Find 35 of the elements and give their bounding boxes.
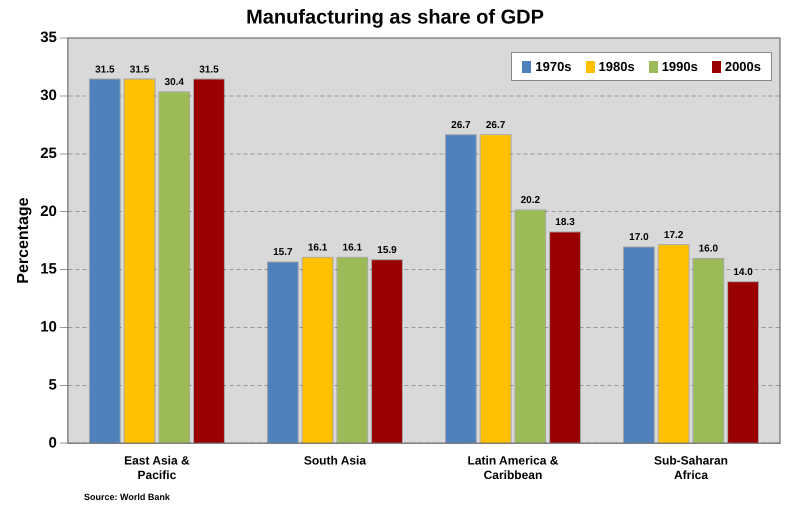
y-tick-label: 35 (40, 29, 57, 46)
data-label: 17.2 (664, 230, 684, 241)
x-tick-label: East Asia & Pacific (124, 454, 190, 482)
x-tick-label: South Asia (304, 454, 366, 468)
data-label: 16.1 (342, 242, 362, 254)
data-label: 15.7 (273, 247, 294, 258)
data-label: 26.7 (451, 120, 472, 131)
data-label: 15.9 (377, 244, 398, 256)
data-label: 26.7 (486, 120, 506, 131)
data-label: 31.5 (130, 64, 150, 76)
x-tick-label: Latin America & Caribbean (467, 454, 559, 482)
data-label: 16.0 (698, 244, 719, 255)
data-label: 18.3 (555, 217, 576, 228)
y-tick-label: 5 (48, 376, 57, 394)
y-tick-label: 25 (40, 144, 57, 162)
data-label: 14.0 (733, 266, 754, 278)
data-label: 16.1 (308, 242, 328, 254)
data-label: 20.2 (520, 195, 540, 206)
y-tick-label: 15 (40, 260, 57, 278)
legend-label: 1970s (535, 59, 572, 74)
legend-label: 1980s (598, 59, 635, 74)
y-axis-title: Percentage (15, 197, 32, 284)
y-tick-label: 30 (40, 87, 57, 104)
x-tick-label: Sub-Saharan Africa (654, 454, 728, 482)
data-label: 17.0 (629, 232, 650, 244)
y-tick-label: 10 (40, 318, 57, 336)
chart-title: Manufacturing as share of GDP (246, 6, 544, 29)
legend-label: 2000s (724, 59, 761, 74)
data-label: 31.5 (95, 64, 115, 76)
y-tick-label: 0 (48, 434, 57, 452)
source-note: Source: World Bank (84, 492, 170, 502)
data-label: 30.4 (164, 77, 184, 88)
y-tick-label: 20 (40, 202, 57, 220)
data-label: 31.5 (199, 64, 220, 76)
legend-label: 1990s (662, 59, 698, 74)
